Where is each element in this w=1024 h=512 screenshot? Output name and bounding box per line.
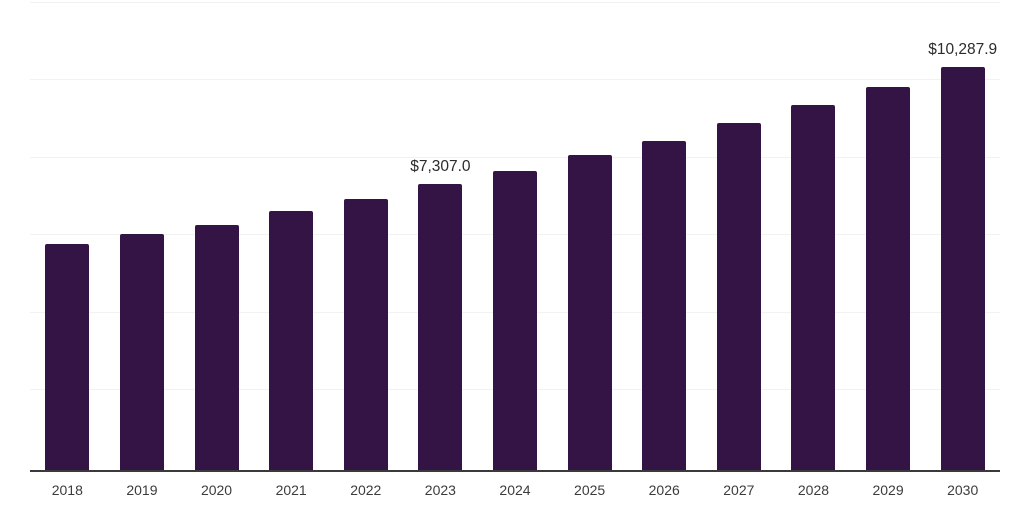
bar[interactable] <box>940 67 985 470</box>
bar[interactable] <box>493 170 537 470</box>
x-axis-tick-label: 2029 <box>872 482 904 498</box>
x-axis-tick-label: 2024 <box>499 482 531 498</box>
bar[interactable] <box>194 225 239 470</box>
bar[interactable] <box>567 154 612 470</box>
x-axis-tick-label: 2018 <box>51 482 83 498</box>
bar[interactable] <box>343 199 388 470</box>
bar[interactable] <box>45 244 90 470</box>
x-axis-line <box>30 470 1000 472</box>
x-axis-tick-label: 2020 <box>200 482 233 498</box>
bar-value-label: $10,287.9 <box>928 41 998 58</box>
bar-value-label: $7,307.0 <box>410 157 471 175</box>
gridline <box>30 156 1000 158</box>
x-axis-tick-label: 2030 <box>947 482 979 498</box>
bar[interactable] <box>269 211 314 470</box>
x-axis-tick-label: 2028 <box>797 482 830 498</box>
bar[interactable] <box>716 122 761 470</box>
bar[interactable] <box>418 183 463 470</box>
x-axis-tick-label: 2019 <box>126 482 158 498</box>
gridline <box>30 2 1000 3</box>
bar[interactable] <box>791 104 836 470</box>
gridline <box>30 79 1000 81</box>
x-axis-tick-label: 2026 <box>648 482 680 498</box>
x-axis-tick-label: 2023 <box>424 482 456 498</box>
x-axis-tick-label: 2027 <box>723 482 755 498</box>
x-axis-tick-label: 2022 <box>350 482 382 498</box>
bar[interactable] <box>119 234 164 470</box>
x-axis-tick-label: 2025 <box>574 482 606 498</box>
bar[interactable] <box>642 140 687 470</box>
bar[interactable] <box>866 86 911 470</box>
x-axis-tick-label: 2021 <box>275 482 307 498</box>
